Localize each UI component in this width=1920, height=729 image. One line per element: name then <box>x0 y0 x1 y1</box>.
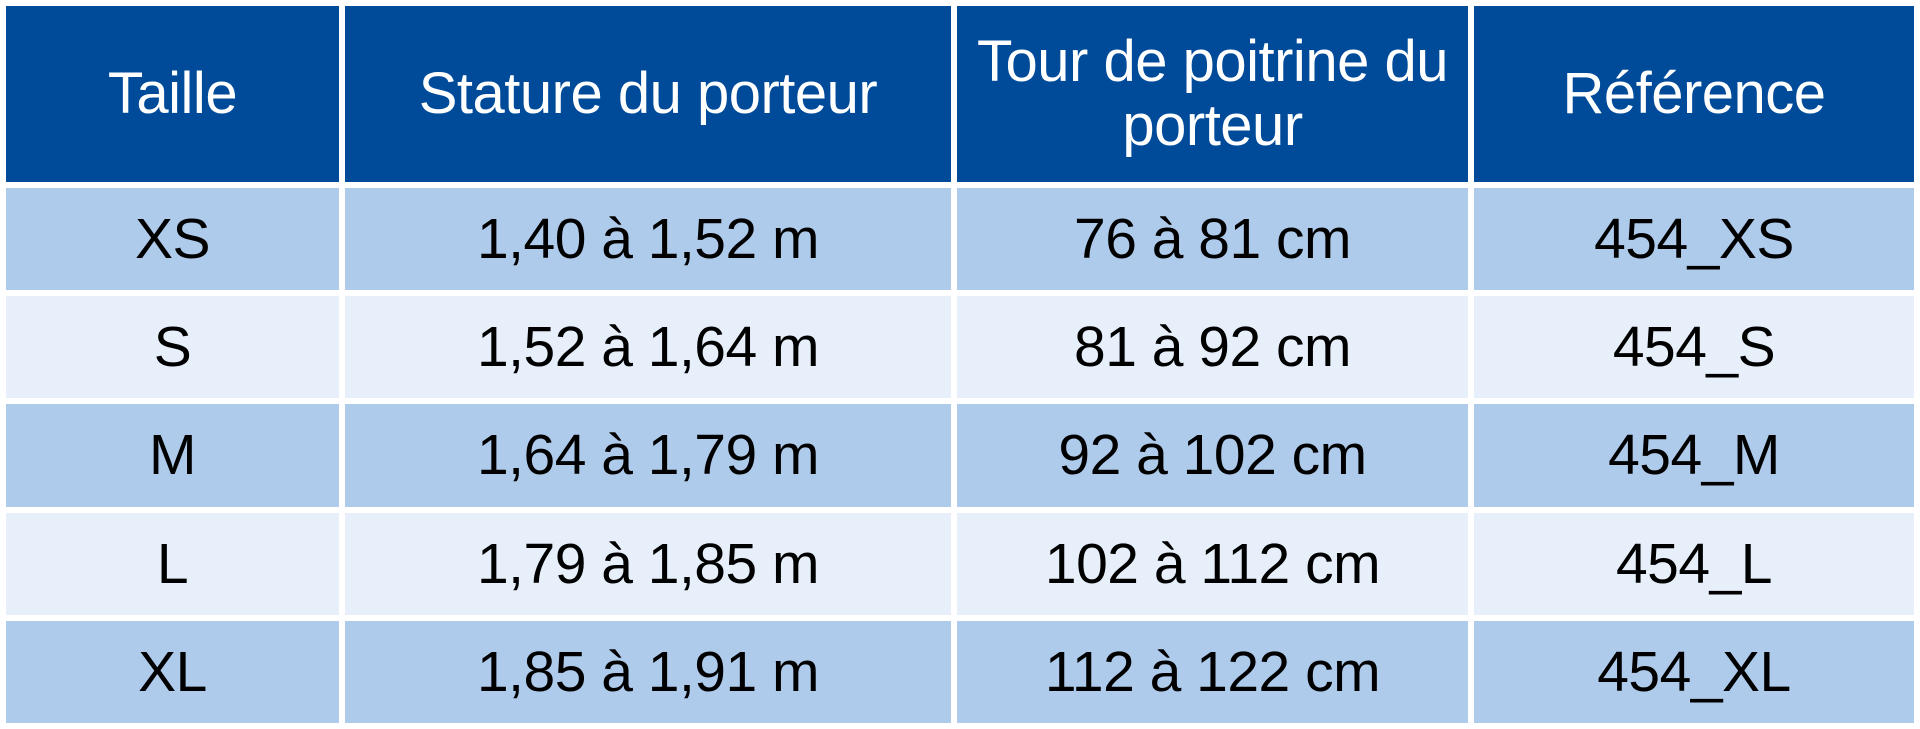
table-row: XL 1,85 à 1,91 m 112 à 122 cm 454_XL <box>6 620 1914 723</box>
header-wearer-height: Stature du porteur <box>345 6 951 182</box>
cell-size: L <box>6 512 339 615</box>
header-reference: Référence <box>1474 6 1914 182</box>
table-header: Taille Stature du porteur Tour de poitri… <box>6 6 1914 182</box>
cell-reference: 454_XL <box>1474 620 1914 723</box>
cell-reference: 454_XS <box>1474 188 1914 291</box>
table-row: M 1,64 à 1,79 m 92 à 102 cm 454_M <box>6 404 1914 507</box>
cell-height: 1,64 à 1,79 m <box>345 404 951 507</box>
header-wearer-chest: Tour de poitrine du porteur <box>957 6 1468 182</box>
cell-size: S <box>6 296 339 399</box>
cell-size: XL <box>6 620 339 723</box>
header-row: Taille Stature du porteur Tour de poitri… <box>6 6 1914 182</box>
cell-height: 1,85 à 1,91 m <box>345 620 951 723</box>
cell-height: 1,79 à 1,85 m <box>345 512 951 615</box>
cell-size: M <box>6 404 339 507</box>
table-row: XS 1,40 à 1,52 m 76 à 81 cm 454_XS <box>6 188 1914 291</box>
table-row: L 1,79 à 1,85 m 102 à 112 cm 454_L <box>6 512 1914 615</box>
cell-height: 1,40 à 1,52 m <box>345 188 951 291</box>
cell-chest: 102 à 112 cm <box>957 512 1468 615</box>
header-size: Taille <box>6 6 339 182</box>
table-body: XS 1,40 à 1,52 m 76 à 81 cm 454_XS S 1,5… <box>6 188 1914 723</box>
cell-chest: 92 à 102 cm <box>957 404 1468 507</box>
table-row: S 1,52 à 1,64 m 81 à 92 cm 454_S <box>6 296 1914 399</box>
cell-reference: 454_S <box>1474 296 1914 399</box>
cell-chest: 76 à 81 cm <box>957 188 1468 291</box>
cell-chest: 112 à 122 cm <box>957 620 1468 723</box>
cell-size: XS <box>6 188 339 291</box>
cell-height: 1,52 à 1,64 m <box>345 296 951 399</box>
cell-chest: 81 à 92 cm <box>957 296 1468 399</box>
cell-reference: 454_M <box>1474 404 1914 507</box>
cell-reference: 454_L <box>1474 512 1914 615</box>
